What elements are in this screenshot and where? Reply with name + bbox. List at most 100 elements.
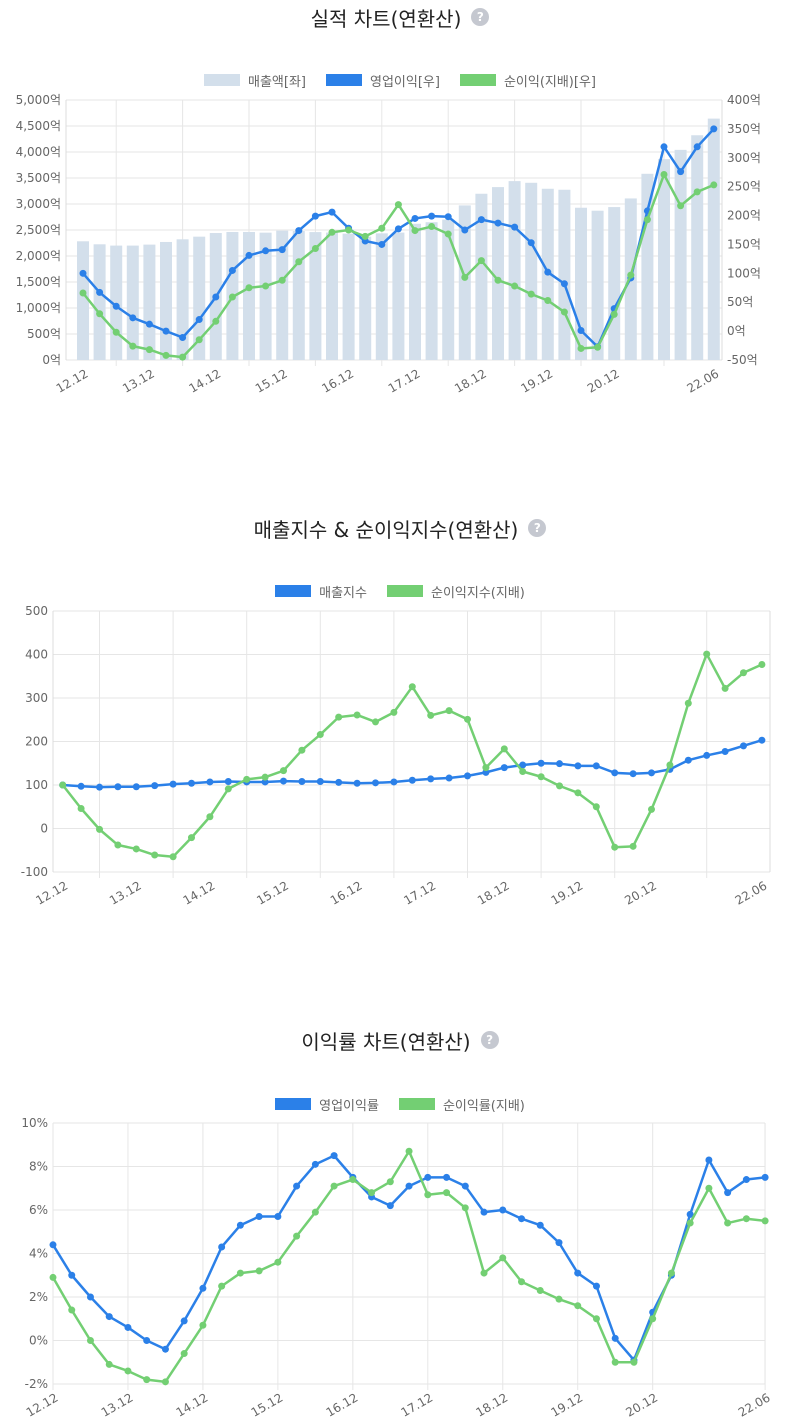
x-tick-label: 15.12 [253, 366, 290, 395]
y-right-tick-label: 100억 [727, 266, 761, 280]
data-point [316, 778, 324, 786]
y-right-tick-label: 0억 [727, 324, 746, 338]
legend-item[interactable]: 매출액[좌] [204, 71, 306, 90]
data-point [444, 213, 452, 221]
y-tick-label: 2,000억 [16, 249, 61, 263]
data-point [592, 1315, 600, 1323]
data-point [206, 813, 214, 821]
data-point [721, 684, 729, 692]
data-point [408, 683, 416, 691]
legend-swatch [275, 585, 312, 597]
x-tick-label: 20.12 [622, 878, 659, 907]
data-point [255, 1213, 263, 1221]
data-point [630, 1358, 638, 1366]
question-circle-icon[interactable]: ? [480, 1031, 499, 1049]
legend-item[interactable]: 순이익률(지배) [398, 1095, 525, 1114]
x-tick-label: 18.12 [475, 878, 512, 907]
legend-label: 매출액[좌] [248, 74, 306, 90]
data-point [129, 314, 137, 322]
sales-bar [160, 241, 172, 360]
data-point [500, 764, 508, 772]
data-point [262, 247, 270, 255]
data-point [629, 770, 637, 778]
data-point [199, 1321, 207, 1329]
data-point [243, 775, 251, 783]
y-tick-label: 500억 [27, 327, 61, 341]
sales-bar [176, 239, 189, 360]
x-tick-label: 16.12 [319, 366, 356, 395]
question-circle-icon[interactable]: ? [471, 8, 490, 26]
data-point [245, 251, 253, 259]
data-point [519, 768, 527, 776]
data-point [386, 1202, 394, 1210]
data-point [151, 851, 159, 859]
sales-bar [658, 159, 670, 360]
data-point [677, 202, 685, 210]
data-point [311, 1208, 319, 1216]
data-point [394, 225, 402, 233]
data-point [280, 777, 287, 785]
data-point [311, 244, 319, 252]
data-point [274, 1213, 282, 1221]
data-point [544, 296, 552, 304]
data-point [316, 731, 324, 739]
data-point [480, 1208, 488, 1216]
x-tick-label: 15.12 [249, 1390, 286, 1419]
data-point [724, 1219, 732, 1227]
y-right-tick-label: 350억 [727, 122, 761, 136]
data-point [132, 845, 140, 853]
data-point [443, 1173, 451, 1181]
data-point [574, 762, 582, 770]
data-point [405, 1182, 413, 1190]
data-point [411, 227, 419, 235]
legend-item[interactable]: 영업이익[우] [325, 71, 440, 90]
x-tick-label: 17.12 [399, 1390, 436, 1419]
data-point [592, 803, 600, 811]
data-point [710, 181, 718, 189]
data-point [611, 769, 619, 777]
data-point [195, 336, 203, 344]
y-tick-label: -2% [25, 1377, 48, 1391]
data-point [577, 327, 585, 335]
data-point [378, 224, 386, 232]
x-tick-label: 13.12 [120, 366, 157, 395]
data-point [705, 1156, 713, 1164]
data-point [742, 1176, 750, 1184]
y-tick-label: 4,000억 [16, 145, 61, 159]
sales-bar [425, 222, 438, 360]
data-point [96, 288, 104, 296]
legend-swatch [325, 74, 362, 86]
data-point [96, 825, 103, 833]
data-point [443, 1189, 451, 1197]
sales-bar [475, 193, 488, 360]
data-point [224, 785, 232, 793]
legend-item[interactable]: 순이익(지배)[우] [459, 71, 596, 90]
data-point [49, 1273, 57, 1281]
x-tick-label: 14.12 [181, 878, 218, 907]
data-point [143, 1337, 151, 1344]
data-point [218, 1282, 226, 1290]
sales-bar [375, 233, 388, 360]
y-tick-label: 100 [25, 778, 48, 792]
data-point [353, 711, 361, 719]
sales-bar [691, 135, 704, 360]
data-point [536, 1221, 544, 1229]
question-circle-icon[interactable]: ? [528, 519, 547, 537]
data-point [666, 761, 674, 769]
data-point [162, 351, 170, 359]
data-point [721, 748, 729, 756]
data-point [161, 1345, 169, 1353]
data-point [703, 650, 711, 658]
x-tick-label: 17.12 [401, 878, 438, 907]
legend-label: 영업이익[우] [369, 74, 440, 90]
sales-bar [492, 187, 504, 360]
data-point [527, 290, 535, 298]
legend-item[interactable]: 순이익지수(지배) [386, 582, 525, 601]
data-point [372, 718, 379, 726]
legend-item[interactable]: 매출지수 [275, 582, 367, 601]
data-point [114, 841, 122, 849]
data-point [667, 1269, 675, 1277]
legend-item[interactable]: 영업이익률 [275, 1095, 379, 1114]
data-point [611, 1358, 619, 1366]
sales-bar [342, 233, 355, 360]
